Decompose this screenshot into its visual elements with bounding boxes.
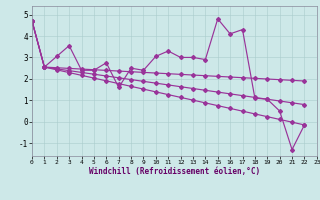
X-axis label: Windchill (Refroidissement éolien,°C): Windchill (Refroidissement éolien,°C) [89, 167, 260, 176]
